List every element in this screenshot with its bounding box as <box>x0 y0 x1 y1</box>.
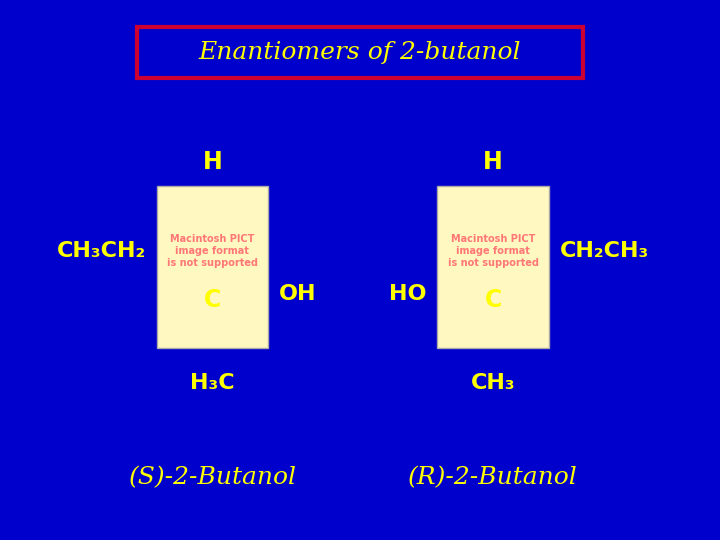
Text: (S)-2-Butanol: (S)-2-Butanol <box>128 467 297 489</box>
Text: CH₂CH₃: CH₂CH₃ <box>560 241 649 261</box>
FancyBboxPatch shape <box>156 186 268 348</box>
FancyBboxPatch shape <box>438 186 549 348</box>
Text: Macintosh PICT
image format
is not supported: Macintosh PICT image format is not suppo… <box>167 234 258 268</box>
Text: HO: HO <box>389 284 426 305</box>
Text: C: C <box>204 288 221 312</box>
Text: H: H <box>202 150 222 174</box>
FancyBboxPatch shape <box>137 27 583 78</box>
Text: H: H <box>483 150 503 174</box>
Text: CH₃CH₂: CH₃CH₂ <box>57 241 145 261</box>
Text: H₃C: H₃C <box>190 373 235 394</box>
Text: Enantiomers of 2-butanol: Enantiomers of 2-butanol <box>199 41 521 64</box>
Text: CH₃: CH₃ <box>471 373 516 394</box>
Text: C: C <box>485 288 502 312</box>
Text: (R)-2-Butanol: (R)-2-Butanol <box>408 467 578 489</box>
Text: OH: OH <box>279 284 317 305</box>
Text: Macintosh PICT
image format
is not supported: Macintosh PICT image format is not suppo… <box>448 234 539 268</box>
